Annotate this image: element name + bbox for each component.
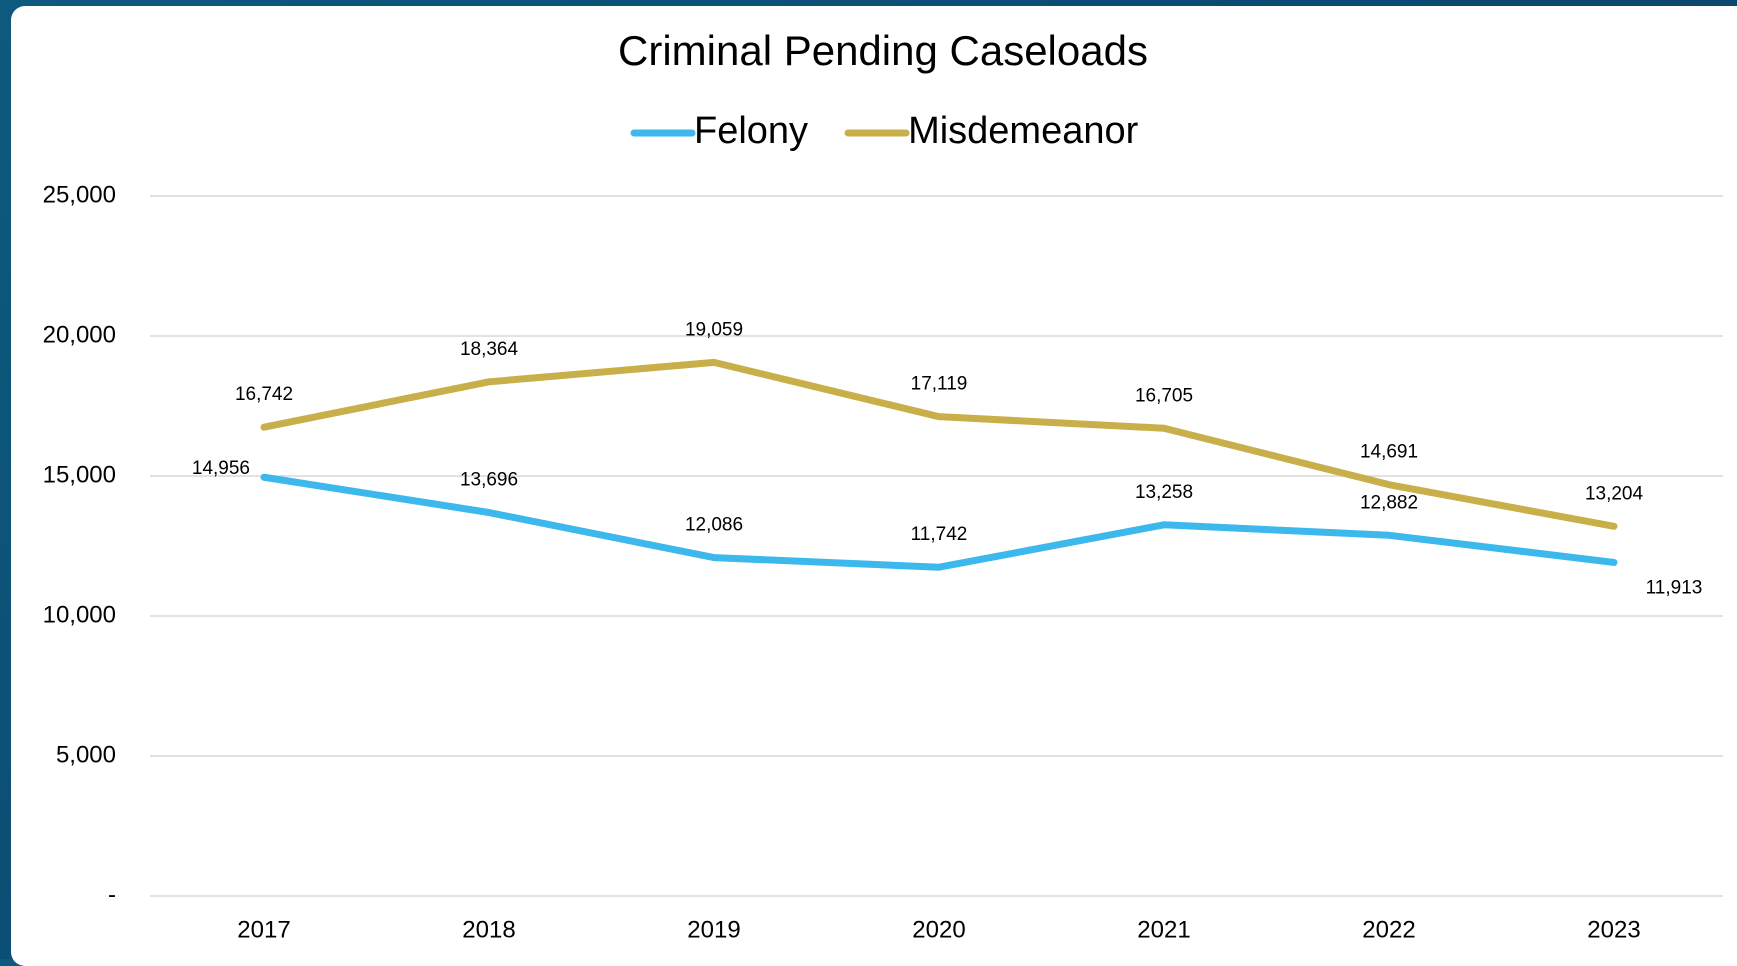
y-tick-label: 25,000 — [43, 181, 116, 208]
data-label: 17,119 — [911, 374, 968, 395]
y-tick-label: 15,000 — [43, 461, 116, 488]
data-label: 12,086 — [685, 515, 743, 536]
data-label: 11,742 — [911, 524, 968, 545]
data-label: 12,882 — [1360, 492, 1418, 513]
x-tick-label: 2020 — [912, 916, 965, 943]
x-tick-label: 2022 — [1362, 916, 1415, 943]
x-tick-label: 2023 — [1587, 916, 1640, 943]
data-label: 19,059 — [685, 319, 743, 340]
data-label: 16,742 — [235, 384, 293, 405]
chart-title: Criminal Pending Caseloads — [618, 27, 1148, 74]
legend-label: Misdemeanor — [908, 110, 1139, 152]
legend-label: Felony — [694, 110, 808, 152]
x-tick-label: 2017 — [237, 916, 290, 943]
data-label: 13,204 — [1585, 483, 1644, 504]
y-tick-label: 10,000 — [43, 601, 116, 628]
data-label: 13,696 — [460, 470, 518, 491]
x-tick-label: 2019 — [687, 916, 740, 943]
data-label: 16,705 — [1135, 385, 1193, 406]
series-line — [260, 473, 1618, 571]
y-tick-label: - — [108, 881, 116, 908]
series-line — [260, 358, 1618, 530]
y-tick-label: 20,000 — [43, 321, 116, 348]
x-tick-label: 2021 — [1137, 916, 1190, 943]
data-label: 14,956 — [192, 458, 250, 479]
data-label: 11,913 — [1646, 577, 1703, 598]
x-tick-label: 2018 — [462, 916, 515, 943]
data-label: 13,258 — [1135, 482, 1193, 503]
data-label: 18,364 — [460, 339, 519, 360]
data-label: 14,691 — [1360, 442, 1418, 463]
y-tick-label: 5,000 — [56, 741, 116, 768]
